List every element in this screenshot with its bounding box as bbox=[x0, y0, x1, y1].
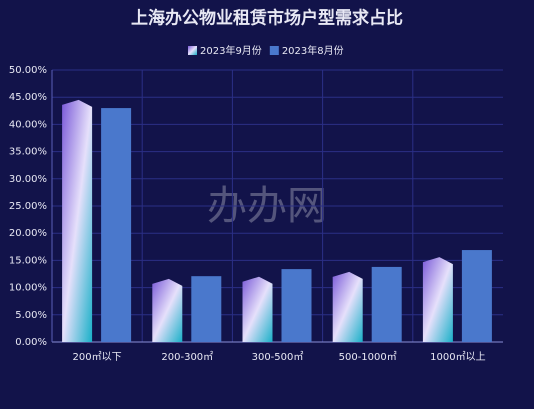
x-tick-label: 1000㎡以上 bbox=[430, 351, 485, 363]
bar bbox=[242, 276, 273, 342]
bar bbox=[461, 250, 492, 342]
y-tick-label: 30.00% bbox=[9, 174, 47, 185]
y-tick-label: 45.00% bbox=[9, 92, 47, 103]
bar bbox=[191, 276, 222, 342]
x-tick-label: 200㎡以下 bbox=[73, 351, 122, 363]
y-tick-label: 25.00% bbox=[9, 201, 47, 212]
y-tick-label: 35.00% bbox=[9, 147, 47, 158]
legend-label: 2023年9月份 bbox=[200, 44, 262, 57]
bar bbox=[332, 271, 363, 342]
legend-swatch bbox=[188, 46, 197, 55]
y-tick-label: 20.00% bbox=[9, 228, 47, 239]
bar bbox=[62, 99, 93, 342]
bar bbox=[101, 108, 132, 342]
bar bbox=[371, 266, 402, 342]
x-tick-label: 200-300㎡ bbox=[161, 351, 213, 363]
legend-swatch bbox=[269, 46, 279, 55]
y-tick-label: 10.00% bbox=[9, 283, 47, 294]
y-tick-label: 0.00% bbox=[15, 337, 47, 348]
legend-label: 2023年8月份 bbox=[282, 44, 344, 57]
y-tick-label: 5.00% bbox=[15, 310, 47, 321]
x-tick-label: 300-500㎡ bbox=[252, 351, 304, 363]
y-tick-label: 15.00% bbox=[9, 255, 47, 266]
bar bbox=[422, 257, 453, 342]
y-tick-label: 40.00% bbox=[9, 119, 47, 130]
x-tick-label: 500-1000㎡ bbox=[339, 351, 397, 363]
y-tick-label: 50.00% bbox=[9, 65, 47, 76]
chart-title: 上海办公物业租赁市场户型需求占比 bbox=[131, 8, 403, 29]
bar bbox=[152, 278, 183, 342]
bar bbox=[281, 269, 312, 342]
